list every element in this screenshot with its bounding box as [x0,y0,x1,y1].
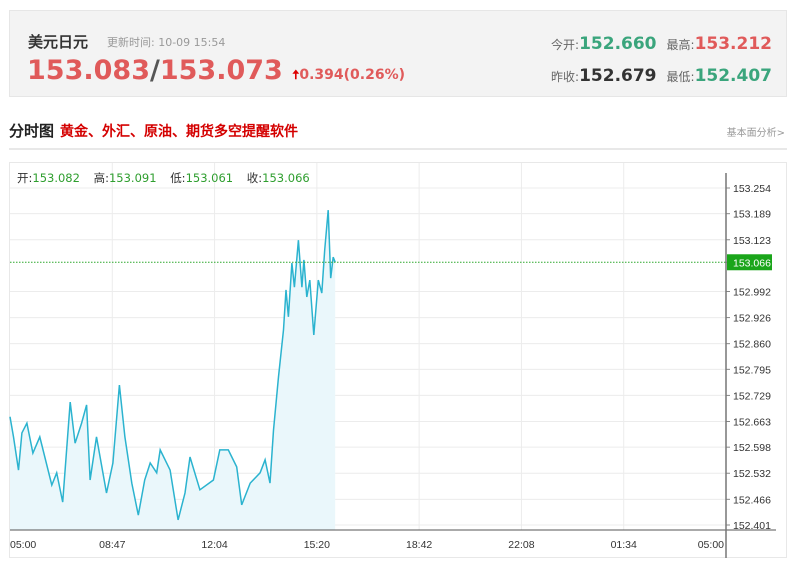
stats: 今开:152.660 最高:153.212 昨收:152.679 最低:152.40… [551,29,772,93]
y-tick-label: 152.401 [733,520,771,532]
prev-close-label: 昨收: [551,70,580,84]
x-tick-label: 05:00 [698,539,724,551]
ohlc-open: 153.082 [32,171,80,185]
low-value: 152.407 [694,66,772,86]
last-price-label: 153.066 [733,257,771,269]
x-tick-label: 12:04 [201,539,227,551]
price: 153.083/153.073 🠅0.394(0.26%) [27,55,405,88]
ohlc-high-label: 高: [93,171,109,185]
price-separator: / [149,55,160,86]
last-price-badge [727,254,772,271]
low-label: 最低: [666,70,695,84]
ad-link[interactable]: 黄金、外汇、原油、期货多空提醒软件 [60,124,299,140]
y-tick-label: 152.729 [733,390,771,402]
section-title: 分时图 黄金、外汇、原油、期货多空提醒软件 [9,120,298,141]
y-tick-label: 153.189 [733,209,771,221]
arrow-up-icon: 🠅 [292,68,300,83]
section-title-text: 分时图 [9,122,55,140]
chart-frame [9,162,787,558]
ohlc-low-label: 低: [170,171,186,185]
price-line [9,210,336,521]
y-tick-label: 152.598 [733,442,771,454]
x-tick-label: 01:34 [611,539,637,551]
y-tick-label: 153.254 [733,183,771,195]
update-time-value: 10-09 15:54 [158,36,226,49]
x-tick-label: 08:47 [99,539,125,551]
y-tick-label: 152.532 [733,468,771,480]
y-tick-label: 153.123 [733,235,771,247]
ohlc-high: 153.091 [108,171,157,185]
symbol-name: 美元日元 [28,33,89,51]
update-time: 更新时间: 10-09 15:54 [107,34,225,50]
divider [9,148,787,150]
x-tick-label: 15:20 [304,539,330,551]
ask-price: 153.073 [159,55,283,86]
open-value: 152.660 [579,34,657,54]
ohlc-open-label: 开: [17,171,33,185]
ohlc-close: 153.066 [262,171,310,185]
price-change: 0.394(0.26%) [299,67,406,83]
y-tick-label: 152.860 [733,339,771,351]
update-label: 更新时间: [107,36,155,49]
y-tick-label: 152.795 [733,364,771,376]
y-tick-label: 152.992 [733,287,771,299]
fundamental-analysis-link[interactable]: 基本面分析> [726,128,785,139]
y-tick-label: 152.466 [733,494,771,506]
x-tick-label: 22:08 [508,539,534,551]
high-value: 153.212 [694,34,772,54]
x-tick-label: 05:00 [10,539,36,551]
prev-close-value: 152.679 [579,66,657,86]
x-tick-label: 18:42 [406,539,432,551]
high-label: 最高: [666,38,695,52]
ohlc-readout: 开:153.082 高:153.091 低:153.061 收:153.066 [17,170,320,186]
price-area [10,210,336,530]
open-label: 今开: [551,38,580,52]
ohlc-low: 153.061 [185,171,234,185]
quote-panel: 美元日元 更新时间: 10-09 15:54 153.083/153.073 🠅… [9,10,787,97]
ohlc-close-label: 收: [246,171,263,185]
y-tick-label: 152.663 [733,416,771,428]
bid-price: 153.083 [27,55,150,86]
y-tick-label: 152.926 [733,313,771,325]
